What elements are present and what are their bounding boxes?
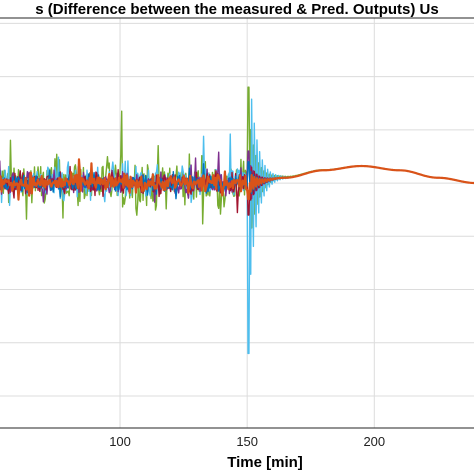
x-tick-label: 150 [236,434,258,449]
x-tick-label: 200 [363,434,385,449]
series-line-6 [0,158,474,201]
chart-title: s (Difference between the measured & Pre… [35,1,438,18]
x-tick-label: 100 [109,434,131,449]
series-group [0,86,474,355]
plot-area-border [0,17,474,429]
x-axis-label: Time [min] [227,454,303,471]
x-tick-labels: 100 150 200 [109,434,385,449]
